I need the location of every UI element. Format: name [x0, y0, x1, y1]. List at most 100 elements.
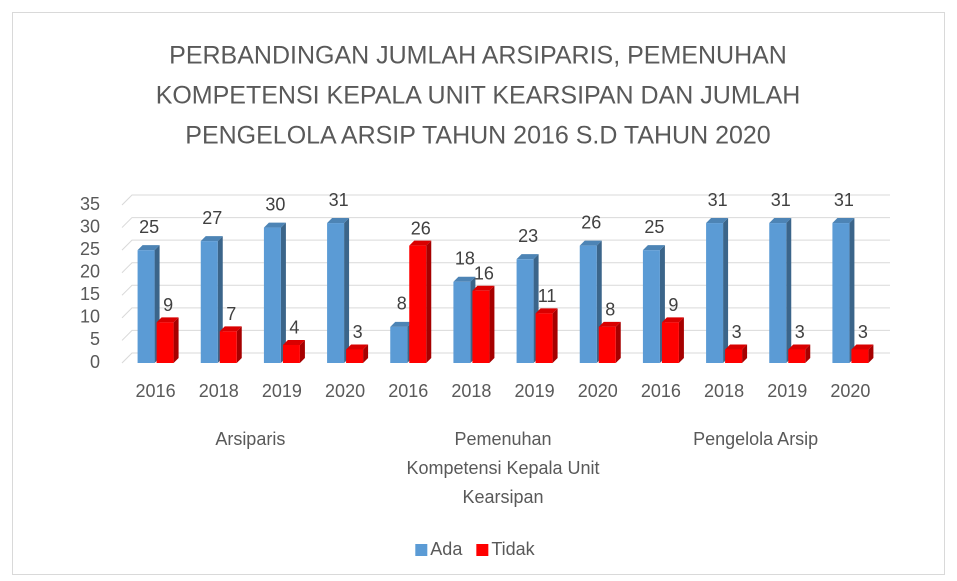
- chart-title: KOMPETENSI KEPALA UNIT KEARSIPAN DAN JUM…: [156, 82, 801, 110]
- bar: [282, 344, 300, 363]
- bar-top: [851, 344, 874, 350]
- bar-top: [453, 276, 476, 282]
- bar-side: [236, 326, 242, 363]
- bar-side: [363, 344, 369, 363]
- bar: [598, 326, 616, 363]
- bar-top: [409, 240, 432, 246]
- bar-top: [200, 236, 223, 242]
- x-tick-label: 2019: [515, 381, 555, 401]
- data-label: 7: [226, 304, 236, 324]
- grid-line: [121, 307, 890, 319]
- bar-side: [615, 321, 621, 363]
- bar: [642, 250, 660, 363]
- bar-top: [788, 344, 811, 350]
- data-label: 26: [581, 212, 601, 232]
- bar-side: [344, 218, 350, 363]
- y-tick-label: 15: [80, 284, 100, 304]
- bar-top: [219, 326, 242, 332]
- data-label: 25: [139, 217, 159, 237]
- bar: [535, 313, 553, 363]
- data-label: 3: [795, 322, 805, 342]
- group-label: Arsiparis: [215, 429, 285, 449]
- bar-top: [661, 317, 684, 323]
- bar-side: [805, 344, 811, 363]
- data-label: 8: [605, 300, 615, 320]
- data-label: 3: [732, 322, 742, 342]
- bar-side: [552, 308, 558, 363]
- chart-title: PERBANDINGAN JUMLAH ARSIPARIS, PEMENUHAN: [169, 42, 787, 70]
- bar-top: [137, 245, 160, 251]
- x-tick-label: 2016: [388, 381, 428, 401]
- bar-side: [426, 240, 432, 363]
- bar: [661, 322, 679, 363]
- grid-line: [121, 262, 890, 274]
- data-label: 27: [202, 208, 222, 228]
- y-tick-label: 20: [80, 261, 100, 281]
- x-tick-label: 2020: [325, 381, 365, 401]
- bar: [851, 349, 869, 363]
- bar-side: [742, 344, 748, 363]
- x-tick-label: 2016: [641, 381, 681, 401]
- bar-side: [173, 317, 179, 363]
- data-label: 31: [708, 190, 728, 210]
- bar: [137, 250, 155, 363]
- bar: [156, 322, 174, 363]
- y-tick-label: 5: [90, 329, 100, 349]
- bar: [788, 349, 806, 363]
- group-label: Kearsipan: [462, 487, 543, 507]
- bar-side: [299, 339, 305, 363]
- bar-top: [706, 218, 729, 224]
- data-label: 30: [265, 194, 285, 214]
- x-tick-label: 2020: [830, 381, 870, 401]
- x-tick-label: 2019: [262, 381, 302, 401]
- data-label: 9: [163, 295, 173, 315]
- bar: [263, 227, 281, 363]
- bar-top: [472, 285, 495, 291]
- bar-side: [678, 317, 684, 363]
- bar-top: [769, 218, 792, 224]
- data-label: 3: [353, 322, 363, 342]
- bar: [327, 223, 345, 363]
- grid-line: [121, 217, 890, 228]
- bar-top: [327, 218, 350, 224]
- grid-line: [121, 194, 890, 206]
- grid-line: [121, 352, 890, 364]
- bar-side: [723, 218, 729, 363]
- grid-line: [121, 284, 890, 296]
- bar: [390, 326, 408, 363]
- bar: [346, 349, 364, 363]
- legend-swatch: [415, 544, 428, 556]
- data-label: 26: [411, 218, 431, 238]
- x-tick-label: 2016: [136, 381, 176, 401]
- bar: [769, 223, 787, 363]
- x-tick-label: 2018: [199, 381, 239, 401]
- data-label: 31: [771, 190, 791, 210]
- data-label: 23: [518, 226, 538, 246]
- y-tick-label: 10: [80, 307, 100, 327]
- grid-line: [121, 329, 890, 341]
- data-label: 3: [858, 322, 868, 342]
- data-label: 8: [397, 294, 407, 314]
- data-label: 9: [668, 295, 678, 315]
- bar-top: [832, 218, 855, 224]
- bar-top: [516, 254, 539, 260]
- bar-top: [579, 240, 602, 246]
- grid-line: [121, 239, 890, 251]
- bar-top: [263, 222, 286, 228]
- bar-side: [849, 218, 855, 363]
- data-label: 25: [644, 217, 664, 237]
- bar: [516, 259, 534, 363]
- group-label: Pemenuhan: [454, 429, 551, 449]
- bar-top: [535, 308, 558, 314]
- bar-top: [156, 317, 179, 323]
- bar-top: [598, 321, 621, 327]
- group-label: Kompetensi Kepala Unit: [406, 458, 599, 478]
- bar-side: [489, 285, 495, 363]
- legend-swatch: [476, 544, 489, 556]
- data-label: 4: [289, 318, 299, 338]
- bar-top: [725, 344, 748, 350]
- bar: [472, 290, 490, 363]
- y-tick-label: 0: [90, 352, 100, 372]
- bar-side: [868, 344, 874, 363]
- y-tick-label: 30: [80, 216, 100, 236]
